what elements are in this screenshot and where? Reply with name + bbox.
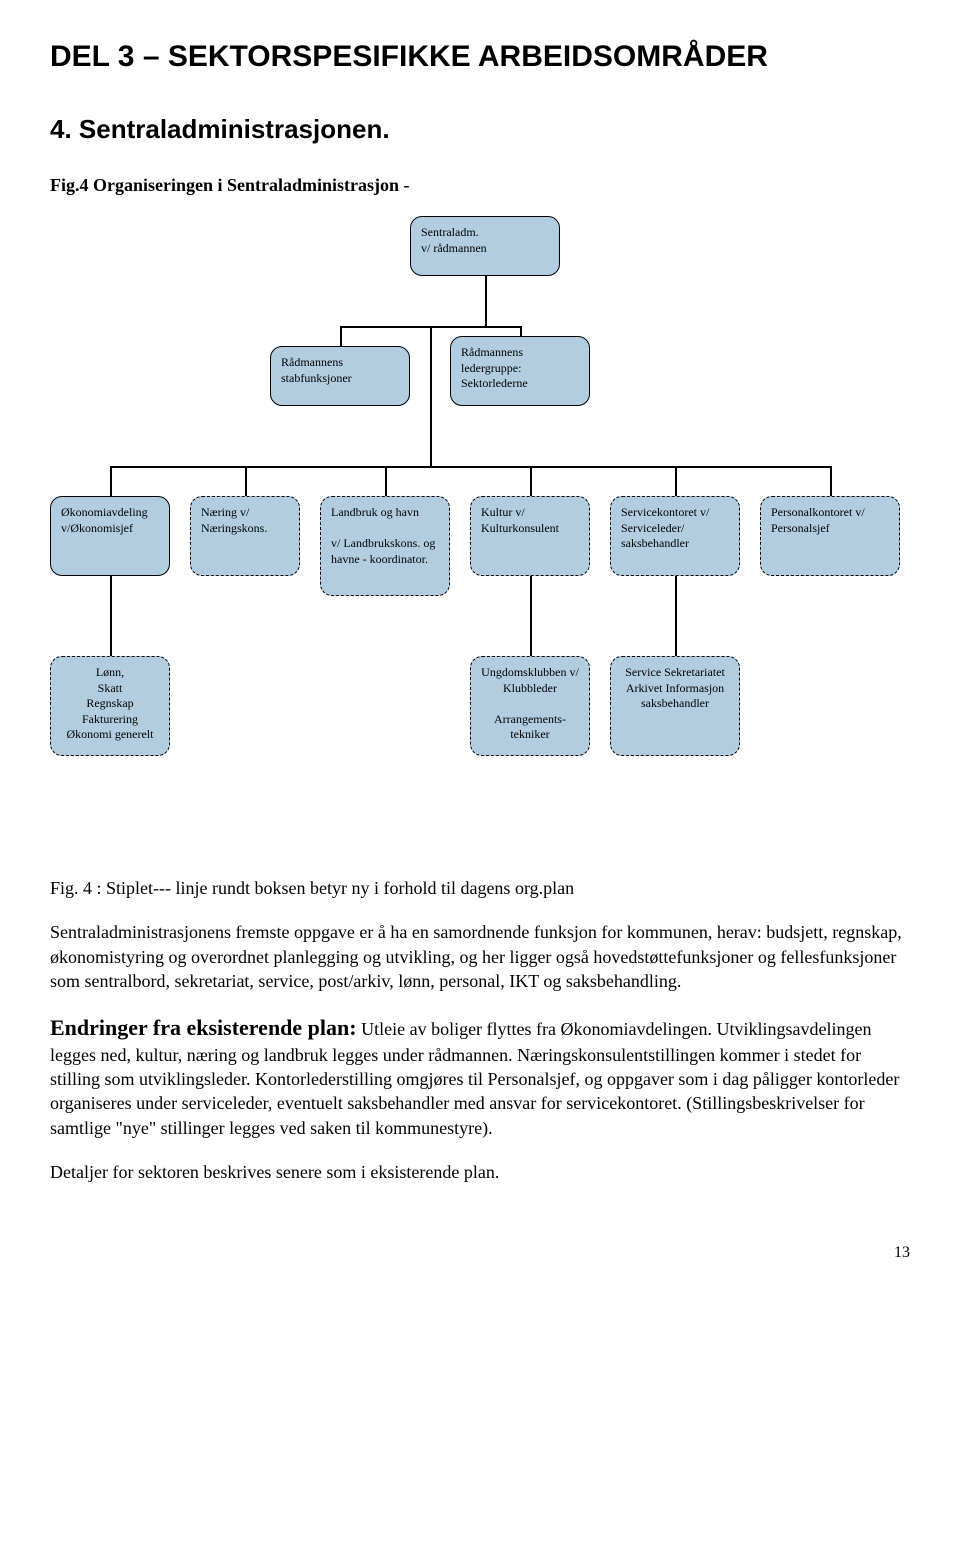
node-label: Økonomiavdeling v/Økonomisjef	[61, 505, 148, 535]
node-service-sekretariat: Service Sekretariatet Arkivet Informasjo…	[610, 656, 740, 756]
paragraph-3: Detaljer for sektoren beskrives senere s…	[50, 1160, 910, 1184]
org-chart: Sentraladm.v/ rådmannen Rådmannens stabf…	[50, 216, 910, 846]
connector	[110, 466, 830, 468]
section-heading: DEL 3 – SEKTORSPESIFIKKE ARBEIDSOMRÅDER	[50, 40, 910, 74]
paragraph-2-lead: Endringer fra eksisterende plan:	[50, 1015, 357, 1040]
node-kultur: Kultur v/ Kulturkonsulent	[470, 496, 590, 576]
connector	[830, 466, 832, 496]
page-number: 13	[50, 1244, 910, 1262]
node-label: Næring v/ Næringskons.	[201, 505, 267, 535]
node-label: Sentraladm.v/ rådmannen	[421, 225, 487, 255]
node-label: Landbruk og havnv/ Landbrukskons. og hav…	[331, 505, 435, 566]
node-ledergruppe: Rådmannens ledergruppe: Sektorlederne	[450, 336, 590, 406]
figure-note: Fig. 4 : Stiplet--- linje rundt boksen b…	[50, 876, 910, 900]
connector	[430, 326, 432, 466]
node-label: Rådmannens stabfunksjoner	[281, 355, 352, 385]
connector	[110, 466, 112, 496]
figure-caption: Fig.4 Organiseringen i Sentraladministra…	[50, 175, 910, 196]
node-naering: Næring v/ Næringskons.	[190, 496, 300, 576]
subsection-heading: 4. Sentraladministrasjonen.	[50, 114, 910, 145]
node-label: Servicekontoret v/ Serviceleder/ saksbeh…	[621, 505, 709, 550]
connector	[675, 576, 677, 656]
node-label: Rådmannens ledergruppe: Sektorlederne	[461, 345, 528, 390]
connector	[385, 466, 387, 496]
node-label: Personalkontoret v/ Personalsjef	[771, 505, 865, 535]
node-sentraladm: Sentraladm.v/ rådmannen	[410, 216, 560, 276]
connector	[110, 576, 112, 656]
node-lonn-skatt: Lønn,SkattRegnskapFaktureringØkonomi gen…	[50, 656, 170, 756]
node-label: Ungdomsklubben v/ KlubblederArrangements…	[481, 665, 579, 741]
node-landbruk-havn: Landbruk og havnv/ Landbrukskons. og hav…	[320, 496, 450, 596]
node-label: Lønn,SkattRegnskapFaktureringØkonomi gen…	[67, 665, 154, 741]
connector	[520, 326, 522, 336]
node-servicekontoret: Servicekontoret v/ Serviceleder/ saksbeh…	[610, 496, 740, 576]
connector	[485, 276, 487, 326]
paragraph-1: Sentraladministrasjonens fremste oppgave…	[50, 920, 910, 993]
connector	[675, 466, 677, 496]
connector	[530, 576, 532, 656]
node-ungdomsklubben: Ungdomsklubben v/ KlubblederArrangements…	[470, 656, 590, 756]
node-label: Kultur v/ Kulturkonsulent	[481, 505, 559, 535]
connector	[245, 466, 247, 496]
connector	[340, 326, 342, 346]
node-label: Service Sekretariatet Arkivet Informasjo…	[625, 665, 725, 710]
connector	[530, 466, 532, 496]
paragraph-2: Endringer fra eksisterende plan: Utleie …	[50, 1013, 910, 1140]
node-okonomiavdeling: Økonomiavdeling v/Økonomisjef	[50, 496, 170, 576]
node-personalkontoret: Personalkontoret v/ Personalsjef	[760, 496, 900, 576]
node-stabfunksjoner: Rådmannens stabfunksjoner	[270, 346, 410, 406]
